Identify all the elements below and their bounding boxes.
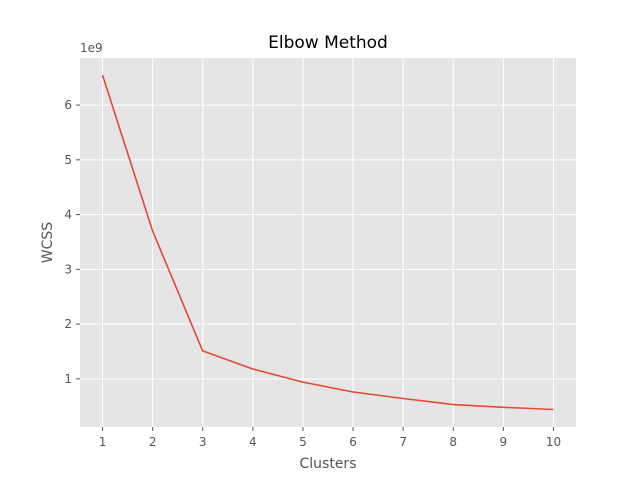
x-axis-ticks: 1 2 3 4 5 6 7 8 9 10 [99, 427, 561, 449]
y-tick-label: 1 [64, 372, 72, 386]
y-tick-label: 6 [64, 98, 72, 112]
y-axis-offset-label: 1e9 [80, 41, 103, 55]
y-tick-label: 4 [64, 208, 72, 222]
series-line [101, 74, 554, 411]
chart-title: Elbow Method [268, 33, 388, 53]
x-tick-label: 2 [149, 435, 157, 449]
x-tick-label: 5 [299, 435, 307, 449]
y-axis-label: WCSS [40, 222, 56, 264]
x-tick-label: 8 [449, 435, 457, 449]
x-tick-label: 9 [500, 435, 508, 449]
y-tick-label: 3 [64, 262, 72, 276]
x-tick-label: 6 [349, 435, 357, 449]
plot-area [80, 58, 576, 427]
x-axis-label: Clusters [300, 456, 357, 472]
x-tick-label: 1 [99, 435, 107, 449]
grid-lines [80, 58, 576, 427]
series-group [101, 74, 554, 411]
y-axis-ticks: 1 2 3 4 5 6 [64, 98, 80, 386]
x-tick-label: 3 [199, 435, 207, 449]
y-tick-label: 5 [64, 153, 72, 167]
x-tick-label: 4 [249, 435, 257, 449]
y-tick-label: 2 [64, 317, 72, 331]
x-tick-label: 7 [399, 435, 407, 449]
x-tick-label: 10 [546, 435, 561, 449]
